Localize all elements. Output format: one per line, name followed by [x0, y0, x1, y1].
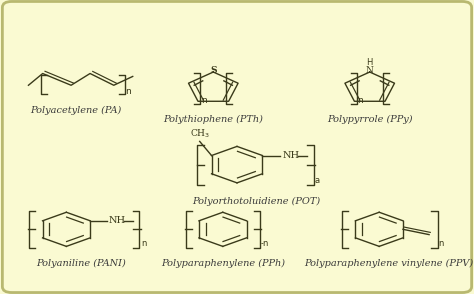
Text: a: a [315, 176, 320, 185]
Text: Polyaniline (PANI): Polyaniline (PANI) [36, 259, 126, 268]
Text: Polyorthotoluidiene (POT): Polyorthotoluidiene (POT) [192, 196, 320, 206]
Text: Polythiophene (PTh): Polythiophene (PTh) [164, 115, 263, 124]
Text: NH: NH [283, 151, 300, 160]
Text: Polyacetylene (PA): Polyacetylene (PA) [30, 106, 121, 115]
Text: Polyparaphenylene vinylene (PPV): Polyparaphenylene vinylene (PPV) [304, 259, 473, 268]
Text: S: S [210, 66, 217, 75]
Text: H: H [366, 58, 373, 67]
Text: -n: -n [260, 239, 269, 248]
Text: n: n [141, 239, 146, 248]
Text: NH: NH [109, 216, 126, 225]
Text: n: n [125, 86, 130, 96]
Text: n: n [357, 96, 363, 105]
Text: n: n [438, 239, 444, 248]
Text: Polyparaphenylene (PPh): Polyparaphenylene (PPh) [161, 259, 285, 268]
Text: Polypyrrole (PPy): Polypyrrole (PPy) [327, 115, 412, 124]
Text: N: N [366, 66, 374, 75]
Text: CH$_3$: CH$_3$ [190, 127, 210, 140]
Text: n: n [201, 96, 207, 105]
